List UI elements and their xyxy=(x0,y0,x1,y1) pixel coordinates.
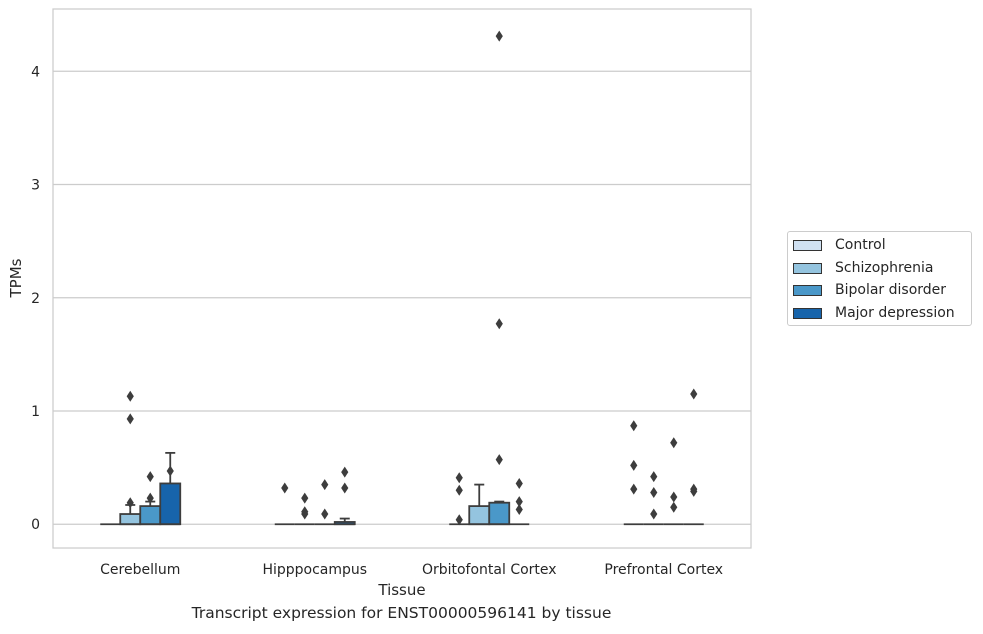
outlier-point xyxy=(650,487,658,499)
outlier-point xyxy=(495,318,503,330)
outlier-point xyxy=(455,472,463,484)
outlier-point xyxy=(341,482,349,494)
x-tick-label: Prefrontal Cortex xyxy=(604,562,723,578)
outlier-point xyxy=(650,508,658,520)
outlier-point xyxy=(630,483,638,495)
plot-frame xyxy=(52,8,752,549)
outlier-point xyxy=(670,491,678,503)
series-schizophrenia xyxy=(119,390,664,526)
y-tick-label: 4 xyxy=(31,64,40,80)
box xyxy=(488,501,511,526)
outlier-point xyxy=(495,454,503,466)
outlier-point xyxy=(301,492,309,504)
outlier-point xyxy=(630,459,638,471)
series-major-depression xyxy=(159,388,704,526)
x-axis-label: Tissue xyxy=(377,581,425,599)
outlier-point xyxy=(515,477,523,489)
outlier-point xyxy=(146,471,154,483)
legend-item-bipolar-disorder: Bipolar disorder xyxy=(793,280,946,300)
legend-label-bipolar-disorder: Bipolar disorder xyxy=(835,282,947,298)
outlier-point xyxy=(166,465,174,477)
outlier-point xyxy=(281,482,289,494)
box-plot-series xyxy=(100,30,704,526)
series-bipolar-disorder xyxy=(139,30,684,526)
x-axis-ticks: Cerebellum Hipppocampus Orbitofontal Corte… xyxy=(100,562,723,578)
outlier-point xyxy=(515,504,523,515)
outlier-point xyxy=(301,506,309,518)
x-tick-label: Cerebellum xyxy=(100,562,180,578)
outlier-point xyxy=(630,420,638,432)
outlier-point xyxy=(515,496,523,508)
box xyxy=(468,505,491,526)
y-axis-ticks: 0 1 2 3 4 xyxy=(31,64,40,533)
y-tick-label: 0 xyxy=(31,517,40,533)
outlier-point xyxy=(670,437,678,449)
outlier-point xyxy=(650,471,658,483)
y-tick-label: 2 xyxy=(31,291,40,307)
box xyxy=(159,482,182,526)
legend-item-schizophrenia: Schizophrenia xyxy=(793,258,933,278)
legend-item-control: Control xyxy=(793,235,886,255)
legend-label-major-depression: Major depression xyxy=(835,305,955,321)
outlier-point xyxy=(690,388,698,400)
legend-swatch-control xyxy=(793,239,822,251)
legend-item-major-depression: Major depression xyxy=(793,303,955,323)
outlier-point xyxy=(341,466,349,478)
outlier-point xyxy=(146,492,154,504)
outlier-point xyxy=(455,514,463,526)
outlier-point xyxy=(126,413,134,425)
outlier-point xyxy=(690,483,698,495)
legend: Control Schizophrenia Bipolar disorder M… xyxy=(787,231,972,326)
chart-caption: Transcript expression for ENST0000059614… xyxy=(191,604,612,622)
legend-label-control: Control xyxy=(835,237,886,253)
legend-swatch-major-depression xyxy=(793,307,822,319)
outlier-point xyxy=(495,30,503,42)
legend-swatch-schizophrenia xyxy=(793,262,822,274)
y-axis-label: TPMs xyxy=(7,258,25,298)
outlier-point xyxy=(670,501,678,513)
y-tick-label: 1 xyxy=(31,404,40,420)
x-tick-label: Orbitofontal Cortex xyxy=(422,562,557,578)
grid-lines xyxy=(53,70,751,525)
series-control xyxy=(100,420,644,526)
outlier-point xyxy=(321,479,329,491)
outlier-point xyxy=(321,508,329,520)
legend-swatch-bipolar-disorder xyxy=(793,284,822,296)
y-tick-label: 3 xyxy=(31,178,40,194)
outlier-point xyxy=(126,497,134,509)
x-tick-label: Hipppocampus xyxy=(262,562,367,578)
box xyxy=(119,513,142,526)
outlier-point xyxy=(126,390,134,402)
box xyxy=(139,505,162,526)
outlier-point xyxy=(455,484,463,496)
legend-label-schizophrenia: Schizophrenia xyxy=(835,260,934,276)
